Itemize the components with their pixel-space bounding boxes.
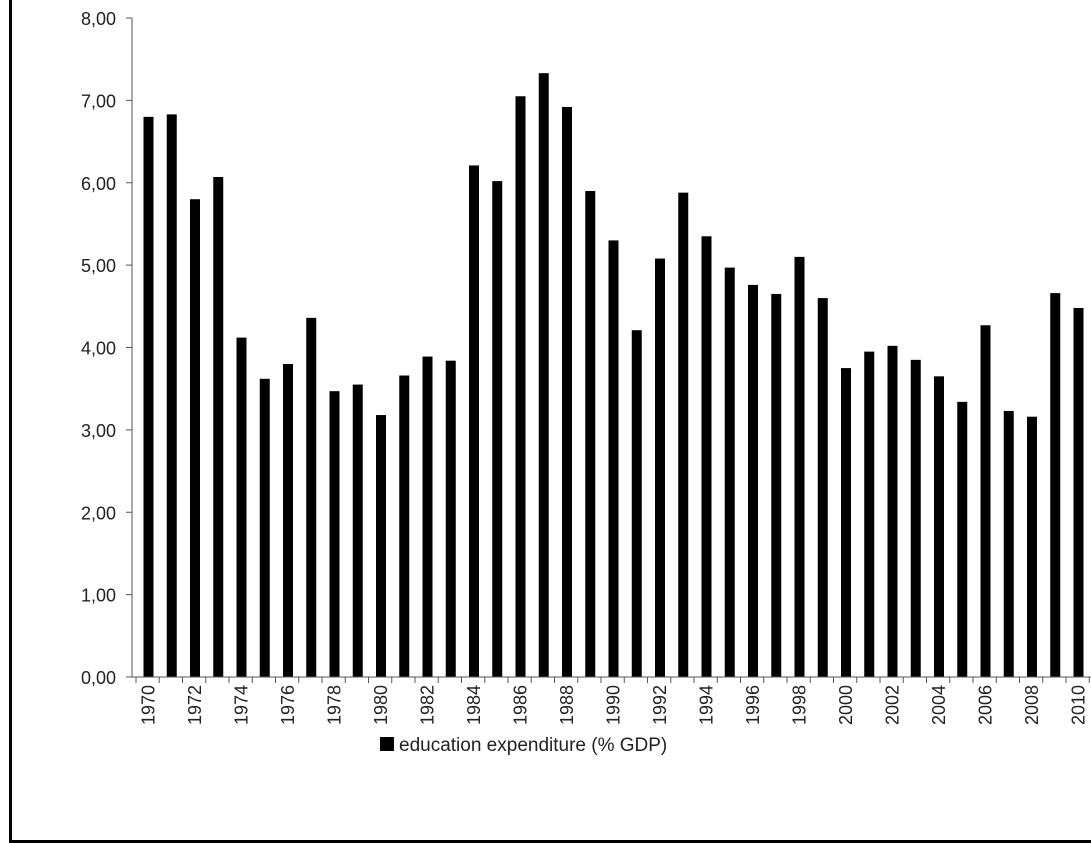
- bar-1994: [701, 236, 712, 677]
- x-tick-label: 1992: [650, 685, 670, 725]
- y-tick-label: 5,00: [81, 256, 116, 276]
- bar-1970: [143, 116, 154, 678]
- legend-label: education expenditure (% GDP): [399, 735, 667, 756]
- x-tick-label: 1998: [790, 685, 810, 725]
- x-tick-label: 1982: [418, 685, 438, 725]
- bar-1974: [236, 337, 247, 677]
- bar-1976: [283, 363, 293, 677]
- bar-2003: [910, 359, 921, 677]
- y-tick-label: 1,00: [81, 586, 116, 606]
- bar-1980: [376, 415, 386, 677]
- bar-1981: [399, 375, 410, 677]
- x-tick-label: 1986: [511, 685, 531, 725]
- x-tick-label: 2002: [883, 685, 903, 725]
- y-tick-label: 0,00: [81, 668, 116, 688]
- bar-1977: [306, 317, 317, 677]
- bar-1985: [492, 181, 503, 678]
- bar-1995: [724, 267, 735, 677]
- bar-2007: [1003, 410, 1014, 677]
- bar-1975: [259, 378, 270, 677]
- x-tick-label: 1978: [325, 685, 345, 725]
- x-tick-label: 1972: [185, 685, 205, 725]
- y-tick-label: 3,00: [81, 421, 116, 441]
- x-tick-label: 1996: [743, 685, 763, 725]
- bar-1999: [817, 298, 828, 677]
- x-tick-label: 1994: [697, 685, 717, 725]
- bar-1998: [794, 256, 805, 677]
- chart-frame: [9, 0, 1091, 843]
- bar-1983: [445, 360, 456, 677]
- x-tick-label: 1974: [232, 685, 252, 725]
- y-tick-label: 4,00: [81, 339, 116, 359]
- bar-1987: [538, 73, 549, 677]
- bar-1979: [352, 384, 363, 677]
- bars: [143, 73, 1084, 678]
- bar-2004: [934, 376, 944, 677]
- bar-1971: [166, 114, 177, 677]
- bar-2002: [887, 345, 898, 677]
- x-tick-label: 1990: [604, 685, 624, 725]
- bar-1991: [631, 330, 642, 677]
- bar-1996: [748, 284, 758, 677]
- x-tick-label: 1980: [371, 685, 391, 725]
- bar-1992: [655, 258, 665, 677]
- y-axis: 0,00 1,00 2,00 3,00 4,00 5,00 6,00 7,00 8,00: [81, 9, 133, 688]
- bar-1997: [771, 293, 782, 677]
- bar-2001: [864, 351, 875, 677]
- bar-1986: [515, 96, 526, 678]
- bar-1972: [190, 199, 200, 677]
- y-tick-label: 2,00: [81, 503, 116, 523]
- x-tick-label: 1984: [464, 685, 484, 725]
- bar-1988: [562, 106, 572, 678]
- y-tick-label: 7,00: [81, 91, 116, 111]
- x-tick-label: 2006: [976, 685, 996, 725]
- x-tick-label: 2000: [836, 685, 856, 725]
- y-tick-label: 8,00: [81, 9, 116, 29]
- bar-2008: [1027, 416, 1037, 677]
- bar-2006: [980, 325, 991, 677]
- x-tick-label: 1988: [557, 685, 577, 725]
- bar-2005: [957, 401, 968, 677]
- bar-1993: [678, 192, 689, 677]
- x-axis: 1970 1972 1974 1976 1978 1980 1982 1984 1986 1988…: [132, 676, 1091, 725]
- bar-1989: [585, 190, 596, 678]
- bar-1973: [213, 176, 224, 677]
- bar-1978: [329, 391, 340, 677]
- x-tick-label: 1970: [139, 685, 159, 725]
- legend-swatch: [380, 737, 394, 751]
- bar-1982: [422, 356, 433, 677]
- y-tick-label: 6,00: [81, 174, 116, 194]
- bar-1990: [608, 240, 619, 677]
- x-tick-label: 2008: [1022, 685, 1042, 725]
- bar-1984: [469, 165, 479, 678]
- legend: education expenditure (% GDP): [380, 735, 667, 756]
- x-tick-label: 2010: [1069, 685, 1089, 725]
- bar-2009: [1050, 293, 1061, 677]
- x-tick-label: 2004: [929, 685, 949, 725]
- bar-2010: [1073, 307, 1084, 677]
- bar-2000: [841, 368, 851, 677]
- x-tick-label: 1976: [278, 685, 298, 725]
